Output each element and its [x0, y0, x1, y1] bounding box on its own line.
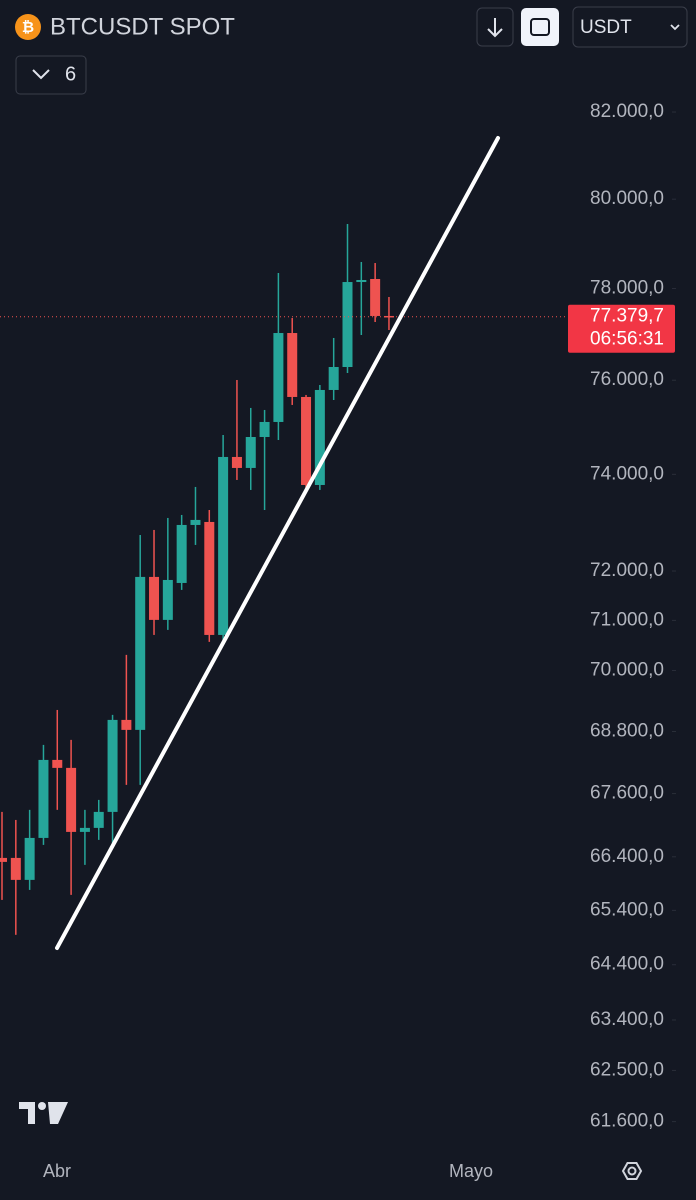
y-tick-label: 72.000,0: [590, 560, 664, 581]
candle-body: [218, 456, 229, 635]
logo-part: [38, 1102, 46, 1110]
candle-body: [273, 333, 284, 422]
candle-body: [149, 576, 160, 620]
candle-body: [245, 436, 256, 468]
settings-button[interactable]: [621, 1162, 643, 1180]
y-tick-label: 62.500,0: [590, 1059, 664, 1080]
layout-button-box[interactable]: [521, 8, 559, 46]
trend-line: [55, 136, 500, 950]
x-axis-label: Mayo: [449, 1161, 493, 1181]
candle-body: [190, 519, 201, 525]
candle-body: [370, 278, 381, 316]
chevron: [670, 24, 680, 31]
y-tick-label: 76.000,0: [590, 369, 664, 390]
download-button[interactable]: [476, 7, 514, 47]
logo-part: [19, 1102, 35, 1124]
candle-body: [287, 333, 298, 397]
currency-label: USDT: [580, 17, 632, 38]
candle-body: [204, 521, 215, 635]
candle-body: [24, 837, 35, 880]
y-tick-label: 63.400,0: [590, 1009, 664, 1030]
candle-body: [176, 524, 187, 583]
candle-body: [162, 579, 173, 620]
candle-body: [301, 396, 312, 485]
candle-body: [66, 767, 77, 832]
symbol-title: BTCUSDT SPOT: [50, 13, 235, 40]
y-tick-label: 61.600,0: [590, 1111, 664, 1132]
layout-icon: [530, 18, 550, 36]
candle-body: [356, 279, 367, 283]
chevron: [32, 69, 50, 80]
y-tick-label: 65.400,0: [590, 899, 664, 920]
currency-select[interactable]: USDT: [572, 6, 688, 48]
tv-logo: [19, 1102, 68, 1124]
layout-button[interactable]: [521, 8, 559, 46]
y-tick-label: 68.800,0: [590, 720, 664, 741]
y-tick-label: 74.000,0: [590, 463, 664, 484]
candle-body: [259, 421, 270, 437]
x-axis-label: Abr: [43, 1161, 71, 1181]
countdown-label: 06:56:31: [590, 329, 664, 350]
last-price-label: 77.379,7: [590, 306, 664, 327]
candle-body: [93, 811, 104, 828]
candle-body: [79, 827, 90, 832]
candle-body: [328, 366, 339, 390]
y-tick-label: 80.000,0: [590, 188, 664, 209]
y-tick-label: 70.000,0: [590, 659, 664, 680]
y-tick-label: 64.400,0: [590, 954, 664, 975]
candle-body: [52, 759, 63, 768]
y-tick-label: 78.000,0: [590, 278, 664, 299]
candle-body: [0, 857, 7, 862]
currency-select-box[interactable]: [572, 6, 688, 48]
candle-body: [342, 282, 353, 367]
coin-icon-glyph: ₿: [22, 19, 34, 36]
candle-body: [135, 576, 146, 730]
settings-icon-center: [627, 1166, 637, 1176]
y-tick-label: 82.000,0: [590, 101, 664, 122]
plot: 82.000,0 80.000,0 78.000,0 76.000,0 74.000,0…: [0, 101, 676, 1181]
y-tick-label: 71.000,0: [590, 609, 664, 630]
indicator-count: 6: [65, 63, 76, 85]
candle-body: [107, 719, 118, 812]
candle-body: [121, 719, 132, 730]
download-icon: [487, 18, 503, 38]
indicator-toggle-box[interactable]: [15, 55, 87, 95]
last-price-box: [568, 304, 675, 353]
candle-body: [231, 456, 242, 468]
candle-body: [38, 759, 49, 838]
y-tick-label: 67.600,0: [590, 783, 664, 804]
coin-icon: [15, 14, 41, 40]
y-tick-label: 66.400,0: [590, 846, 664, 867]
settings-icon[interactable]: [621, 1162, 643, 1180]
logo-part: [48, 1102, 68, 1124]
indicator-toggle[interactable]: 6: [15, 55, 87, 95]
candle-body: [10, 857, 21, 880]
candle-body: [314, 389, 325, 485]
